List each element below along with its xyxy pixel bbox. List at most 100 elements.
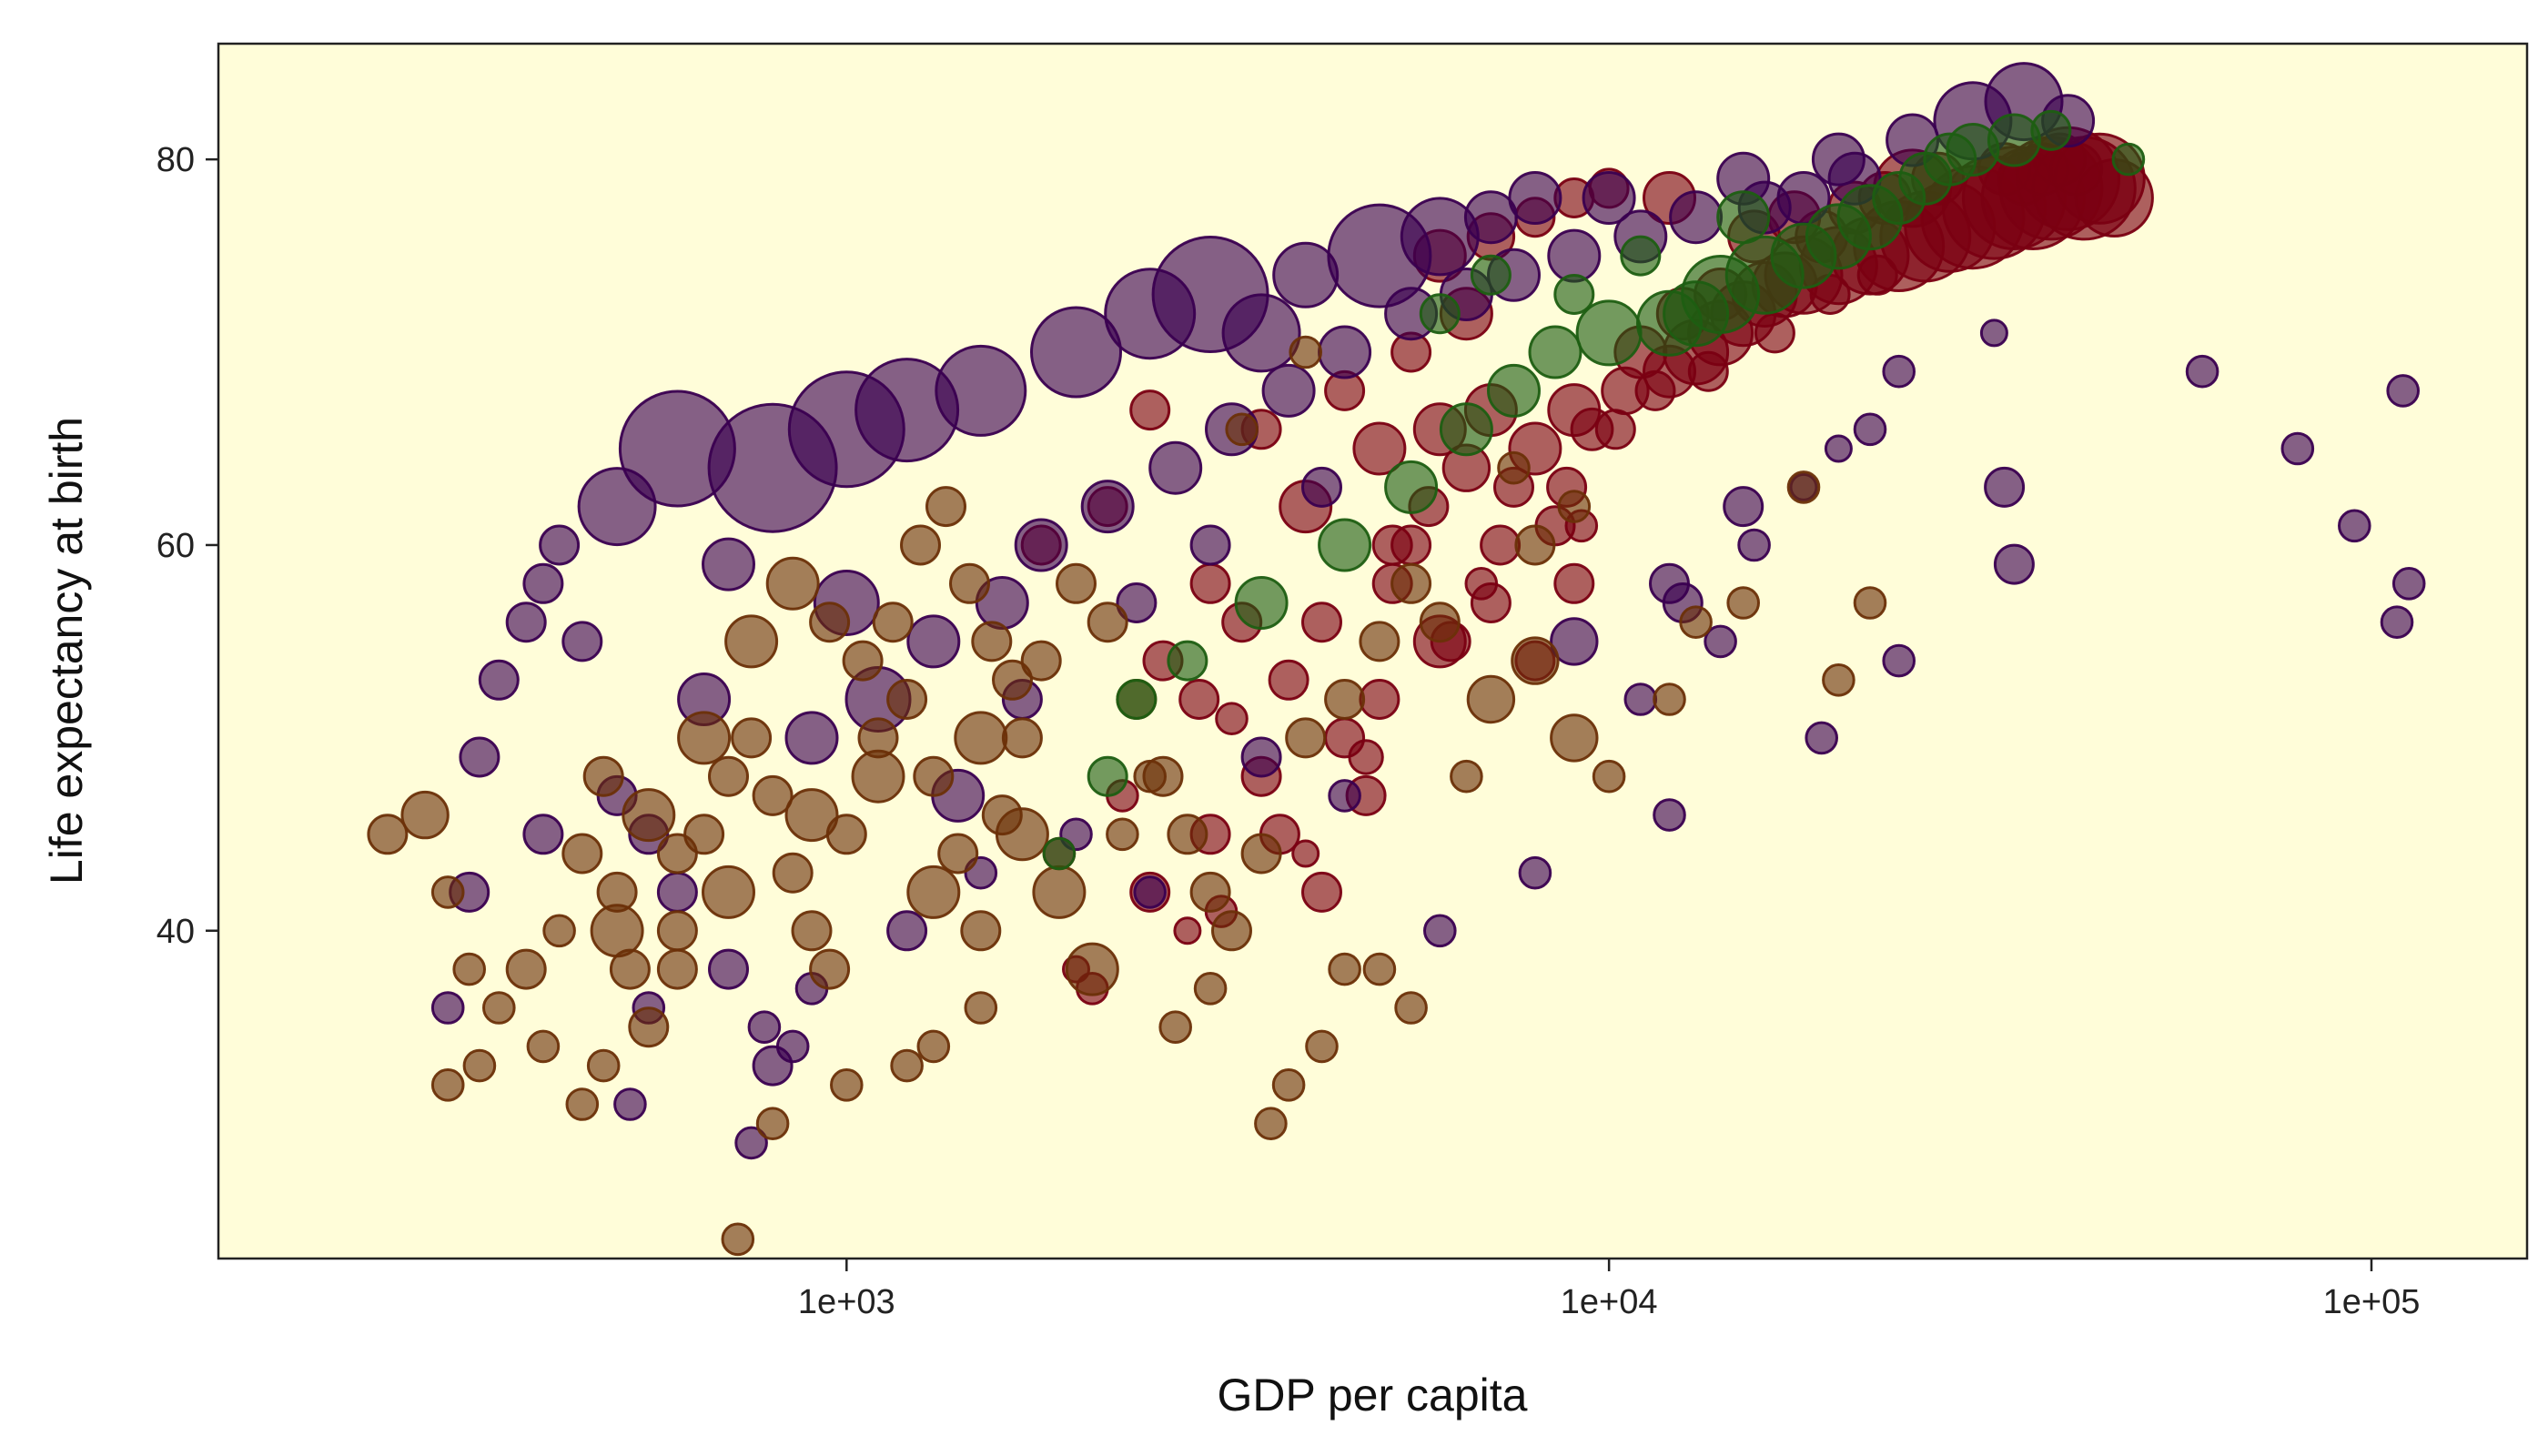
data-point-oceania	[1419, 293, 1461, 335]
data-point-americas	[1594, 409, 1636, 450]
data-point-americas	[1359, 679, 1400, 720]
data-point-americas	[1291, 839, 1320, 868]
data-point-europe	[775, 1029, 810, 1064]
data-point-africa	[809, 602, 851, 643]
data-point-africa	[1394, 991, 1428, 1025]
data-point-africa	[964, 991, 998, 1025]
data-point-africa	[1557, 490, 1592, 523]
data-point-africa	[1592, 759, 1626, 794]
data-point-africa	[1822, 663, 1855, 697]
data-point-africa	[755, 1107, 790, 1140]
data-point-europe	[1704, 624, 1737, 659]
data-point-americas	[1754, 312, 1795, 354]
data-point-europe	[1261, 363, 1316, 418]
x-axis: 1e+03 1e+04 1e+05	[798, 1259, 2420, 1321]
data-point-africa	[1514, 524, 1556, 566]
data-point-oceania	[1318, 518, 1372, 572]
data-point-europe	[2391, 567, 2426, 601]
data-point-africa	[590, 904, 644, 958]
data-point-americas	[1268, 659, 1309, 701]
data-point-africa	[542, 914, 576, 948]
data-point-americas	[1480, 524, 1522, 566]
data-point-americas	[2049, 142, 2104, 197]
data-point-africa	[872, 602, 914, 643]
data-point-americas	[1856, 254, 1898, 296]
data-point-africa	[731, 717, 773, 759]
x-tick-label: 1e+04	[1561, 1283, 1658, 1321]
data-point-africa	[400, 790, 450, 840]
data-point-africa	[772, 852, 814, 894]
data-point-europe	[2338, 509, 2371, 543]
data-point-africa	[937, 833, 979, 875]
data-points	[367, 62, 2426, 1257]
data-point-africa	[1020, 640, 1062, 682]
data-point-europe	[1723, 486, 1764, 528]
data-point-africa	[1305, 1029, 1339, 1064]
data-point-americas	[1189, 562, 1231, 604]
series-europe	[430, 62, 2426, 1160]
data-point-americas	[1178, 679, 1220, 720]
data-point-africa	[960, 910, 1002, 952]
data-point-africa	[708, 755, 749, 797]
data-point-americas	[1352, 421, 1407, 476]
data-point-europe	[1080, 480, 1135, 534]
data-point-europe	[522, 562, 564, 604]
data-point-africa	[1550, 713, 1599, 763]
data-point-oceania	[1167, 640, 1208, 682]
data-point-africa	[1466, 674, 1516, 724]
data-point-oceania	[1384, 460, 1439, 514]
data-point-africa	[1450, 759, 1483, 794]
data-point-africa	[561, 833, 603, 875]
data-point-africa	[505, 948, 547, 990]
data-point-americas	[1348, 739, 1384, 775]
data-point-africa	[622, 788, 676, 843]
data-point-europe	[1328, 779, 1361, 813]
y-axis-title: Life expectancy at birth	[41, 417, 92, 885]
data-point-europe	[2380, 605, 2414, 640]
x-tick-label: 1e+03	[798, 1283, 895, 1321]
data-point-oceania	[1716, 190, 1771, 245]
data-point-africa	[1056, 562, 1097, 604]
data-point-europe	[1993, 543, 2035, 585]
data-point-europe	[1547, 228, 1602, 283]
data-point-africa	[1419, 602, 1461, 643]
data-point-africa	[1225, 412, 1259, 447]
data-point-africa	[890, 1048, 924, 1083]
data-point-oceania	[2030, 109, 2072, 151]
data-point-africa	[1193, 972, 1228, 1006]
data-point-africa	[900, 524, 941, 566]
data-point-africa	[1853, 586, 1887, 620]
data-point-oceania	[1116, 679, 1158, 720]
data-point-africa	[995, 807, 1049, 862]
data-point-africa	[1167, 814, 1208, 855]
data-point-africa	[1106, 817, 1139, 852]
data-point-africa	[656, 910, 698, 952]
data-point-africa	[784, 788, 839, 843]
data-point-africa	[1254, 1107, 1288, 1140]
data-point-africa	[791, 910, 833, 952]
data-point-africa	[482, 991, 516, 1025]
data-point-europe	[747, 1010, 782, 1044]
y-tick-label: 40	[157, 913, 195, 951]
data-point-africa	[851, 749, 905, 804]
data-point-africa	[1211, 910, 1252, 952]
data-point-africa	[954, 711, 1008, 765]
data-point-africa	[1065, 942, 1119, 996]
data-point-africa	[462, 1048, 497, 1083]
data-point-europe	[2386, 374, 2420, 408]
data-point-africa	[971, 621, 1013, 662]
data-point-africa	[628, 1006, 670, 1048]
data-point-africa	[1271, 1068, 1306, 1102]
plot-panel-border	[217, 42, 2529, 1260]
data-point-oceania	[1087, 755, 1128, 797]
data-point-africa	[906, 864, 961, 919]
data-point-europe	[539, 524, 581, 566]
data-point-africa	[992, 659, 1033, 701]
data-point-africa	[1032, 864, 1087, 919]
data-point-africa	[1511, 636, 1560, 685]
data-point-europe	[1148, 440, 1203, 495]
data-point-oceania	[1620, 235, 1662, 277]
data-point-europe	[2185, 354, 2219, 389]
